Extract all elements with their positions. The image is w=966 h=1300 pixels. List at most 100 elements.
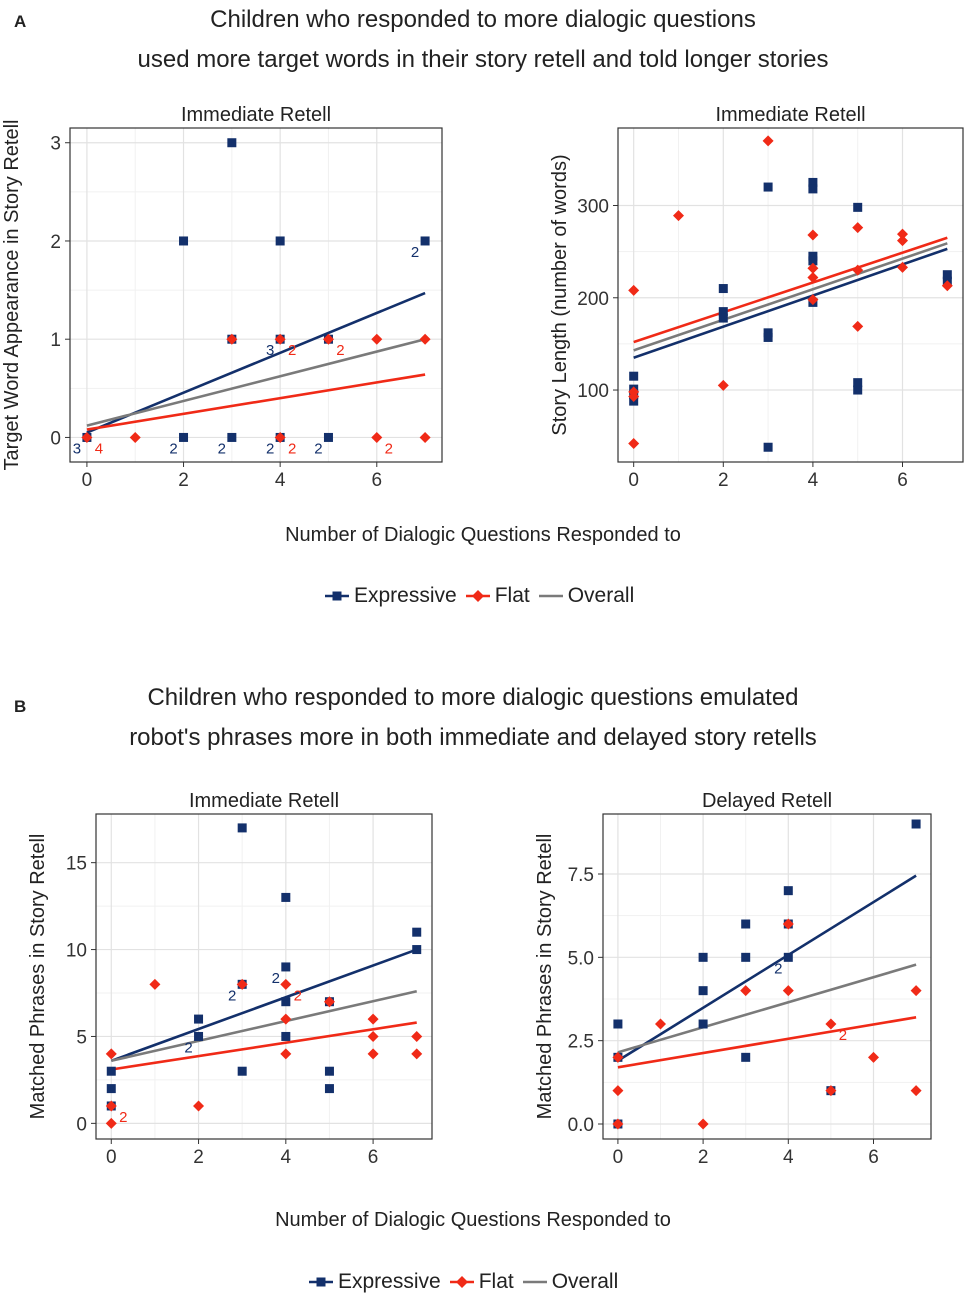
chart-a2-point-flat <box>941 280 953 292</box>
chart-b2-ytick-label: 5.0 <box>568 948 594 969</box>
chart-b2-ylabel: Matched Phrases in Story Retell <box>534 834 556 1120</box>
chart-a2-point-flat <box>672 210 684 222</box>
chart-b2-point-flat <box>782 985 794 997</box>
chart-b2-point-flat <box>910 985 922 997</box>
chart-b2-point-expressive <box>698 952 708 962</box>
chart-a2-point-expressive <box>763 182 773 192</box>
chart-a1-plot-area <box>70 128 442 462</box>
chart-b1-xtick-label: 4 <box>281 1147 292 1168</box>
legend-b-flat-label: Flat <box>478 1270 514 1293</box>
chart-a1-point-flat <box>371 333 383 345</box>
chart-b1-point-flat <box>367 1030 379 1042</box>
chart-a1-trend-expressive <box>86 291 426 434</box>
legend-b-overall-key <box>522 1280 547 1284</box>
chart-b1-point-flat <box>105 1048 117 1060</box>
chart-a2-point-flat <box>628 438 640 450</box>
chart-b2-point-flat <box>612 1118 624 1130</box>
chart-a1-xtick-label: 6 <box>371 470 382 491</box>
chart-a2-point-expressive <box>718 307 728 317</box>
chart-b1-trend-flat <box>111 1021 417 1071</box>
chart-b1-plot-area <box>96 814 432 1139</box>
chart-a2-point-flat <box>852 222 864 234</box>
chart-a2-xtick-label: 6 <box>897 470 908 491</box>
chart-a1-border <box>69 127 443 463</box>
chart-a1-count-label: 3 <box>73 440 81 457</box>
chart-b1-count-label: 2 <box>272 970 280 987</box>
chart-a2-ylabel: Story Length (number of words) <box>549 154 571 435</box>
chart-a1-trend-overall <box>86 337 426 427</box>
chart-a1-count-label: 3 <box>266 342 274 359</box>
chart-b1-point-expressive <box>194 1014 204 1024</box>
chart-a2-point-flat <box>807 271 819 283</box>
chart-b1-point-expressive <box>106 1066 116 1076</box>
chart-a2-point-flat <box>852 320 864 332</box>
chart-b2-point-flat <box>825 1085 837 1097</box>
chart-b2-point-expressive <box>911 819 921 829</box>
chart-b2-border <box>602 813 932 1140</box>
chart-a2-point-expressive <box>808 184 818 194</box>
chart-b2-point-flat <box>910 1085 922 1097</box>
chart-b1-point-expressive <box>106 1084 116 1094</box>
chart-b1-point-flat <box>236 978 248 990</box>
chart-b1-point-expressive <box>281 997 291 1007</box>
chart-b2-point-flat <box>825 1018 837 1030</box>
chart-b1-point-expressive <box>281 962 291 972</box>
chart-a2-point-flat <box>807 262 819 274</box>
chart-b1-xtick-label: 2 <box>193 1147 204 1168</box>
chart-a1-xtick-label: 2 <box>178 470 189 491</box>
chart-b1-point-flat <box>193 1100 205 1112</box>
chart-a2-ytick-label: 200 <box>577 289 609 310</box>
legend-b-overall: Overall <box>522 1270 618 1294</box>
legend-b-expressive-label: Expressive <box>338 1270 441 1293</box>
chart-b2-title: Delayed Retell <box>702 790 832 812</box>
chart-b1-point-flat <box>367 1013 379 1025</box>
chart-b1-ytick-label: 10 <box>66 941 87 962</box>
chart-a1-trend-flat <box>86 373 426 431</box>
chart-b2-point-flat <box>867 1051 879 1063</box>
chart-a2-ytick-label: 100 <box>577 381 609 402</box>
panel-b-legend: Expressive Flat Overall <box>308 1270 626 1294</box>
chart-a1-point-flat <box>322 333 334 345</box>
chart-b1-point-expressive <box>237 823 247 833</box>
chart-b2-xtick-label: 4 <box>783 1147 794 1168</box>
chart-b2-trend-expressive <box>617 874 917 1062</box>
chart-a1-count-label: 4 <box>95 440 103 457</box>
legend-a-expressive-label: Expressive <box>354 584 457 607</box>
chart-b1-trend-overall <box>110 990 418 1063</box>
chart-a1-ytick-label: 2 <box>50 232 61 253</box>
chart-a2-point-expressive <box>853 202 863 212</box>
chart-b1-point-flat <box>280 978 292 990</box>
legend-a-flat-label: Flat <box>494 584 530 607</box>
chart-a1-point-expressive <box>227 138 237 148</box>
chart-b2-point-flat <box>697 1118 709 1130</box>
chart-b2-ytick-label: 7.5 <box>568 865 594 886</box>
chart-a1-count-label: 2 <box>288 342 296 359</box>
chart-a1-count-label: 2 <box>266 440 274 457</box>
panel-b-xlabel: Number of Dialogic Questions Responded t… <box>275 1209 671 1231</box>
chart-a2-trend-expressive <box>633 247 948 359</box>
chart-a1-point-flat <box>371 431 383 443</box>
panel-b-title: Children who responded to more dialogic … <box>0 678 946 758</box>
chart-b1-point-expressive <box>237 1066 247 1076</box>
chart-a2-point-flat <box>897 261 909 273</box>
panel-a-xlabel: Number of Dialogic Questions Responded t… <box>285 524 681 546</box>
chart-a1-count-label: 2 <box>336 342 344 359</box>
chart-a1-xtick-label: 4 <box>275 470 286 491</box>
chart-a2-point-expressive <box>763 328 773 338</box>
panel-b-title-line1: Children who responded to more dialogic … <box>147 684 799 711</box>
chart-b2-count-label: 2 <box>839 1027 847 1044</box>
panel-a-title: Children who responded to more dialogic … <box>20 0 946 80</box>
chart-b1-ytick-label: 0 <box>76 1114 87 1135</box>
chart-b2-point-expressive <box>698 1019 708 1029</box>
chart-a2-xtick-label: 2 <box>718 470 729 491</box>
chart-a1-point-flat <box>226 333 238 345</box>
chart-b1-point-expressive <box>281 1031 291 1041</box>
legend-a-overall-key <box>538 594 563 598</box>
chart-b2-point-expressive <box>783 952 793 962</box>
chart-a2-point-expressive <box>718 313 728 323</box>
chart-a2-trend-flat <box>633 236 948 344</box>
chart-b2-point-expressive <box>613 1019 623 1029</box>
chart-a2-trend-overall <box>633 242 948 352</box>
chart-b2-count-label: 2 <box>774 960 782 977</box>
legend-b-expressive: Expressive <box>308 1270 441 1294</box>
